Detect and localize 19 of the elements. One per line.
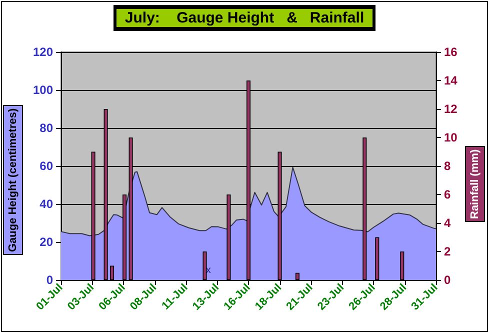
y-tick-label: 120 [32, 45, 54, 59]
y-axis-title: Gauge Height (centimetres) [3, 105, 23, 255]
y2-tick-label: 6 [444, 188, 451, 202]
y2-tick-label: 14 [444, 74, 458, 88]
y-tick-label: 0 [46, 273, 54, 287]
y-tick-label: 40 [40, 197, 54, 211]
y2-tick-label: 2 [444, 244, 451, 258]
chart-title: July: Gauge Height & Rainfall [124, 10, 364, 26]
y-tick-label: 80 [40, 121, 54, 135]
y2-tick-label: 0 [444, 273, 451, 287]
y2-axis-title: Rainfall (mm) [465, 146, 485, 222]
y-tick-label: 100 [32, 83, 54, 97]
y2-tick-label: 8 [444, 159, 451, 173]
y2-tick-label: 10 [444, 130, 458, 144]
y2-tick-label: 4 [444, 216, 451, 230]
y-tick-label: 20 [40, 235, 54, 249]
y-tick-label: 60 [40, 159, 54, 173]
y2-tick-label: 12 [444, 102, 458, 116]
y2-tick-label: 16 [444, 45, 458, 59]
